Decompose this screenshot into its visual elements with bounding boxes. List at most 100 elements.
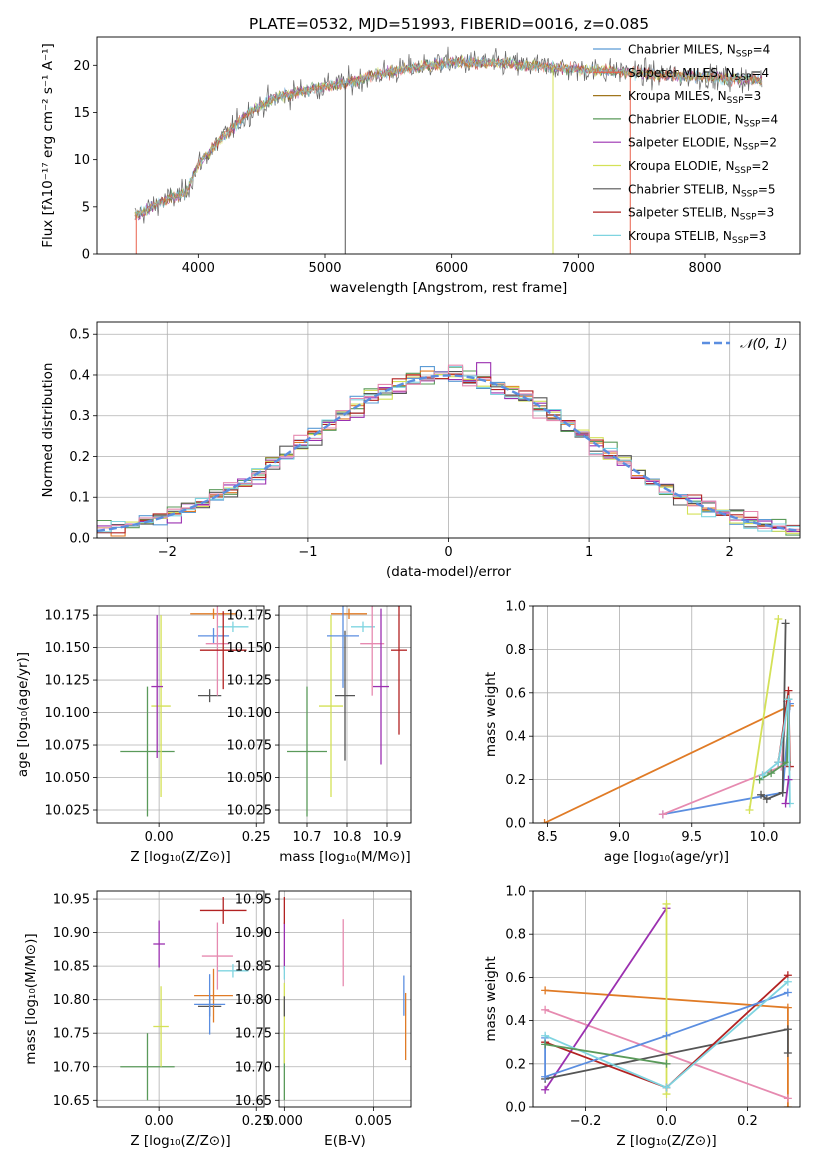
weight-series-line	[544, 907, 668, 1091]
x-axis-label: mass [log₁₀(M/M⊙)]	[279, 849, 410, 865]
weight-marker	[784, 695, 793, 704]
x-tick-label: 5000	[308, 261, 341, 276]
legend-label-tail: =3	[749, 229, 767, 243]
errorbar-point	[360, 606, 385, 696]
x-tick-label: 0	[444, 545, 452, 560]
y-tick-label: 10	[73, 153, 90, 168]
weight-series-line	[544, 1043, 667, 1065]
errorbar-point	[201, 922, 233, 990]
errorbar-point	[351, 621, 375, 632]
errorbar-point	[153, 920, 165, 968]
y-tick-label: 10.95	[53, 893, 90, 908]
axes-weight-vs-age: 8.5 9.0 9.5 10.0 0.0 0.2 0.4 0.6 0.8 1.0 age [log₁…	[483, 600, 801, 865]
legend-label-sub: SSP	[744, 119, 761, 129]
legend-label: Salpeter STELIB, NSSP=3	[628, 206, 774, 223]
y-tick-label: 10.100	[45, 706, 91, 721]
y-tick-label: 0.0	[505, 1101, 526, 1116]
weight-series-line	[544, 991, 789, 1079]
y-axis-label: age [log₁₀(age/yr)]	[15, 652, 31, 777]
x-axis-label: (data-model)/error	[386, 564, 512, 580]
legend-label-tail: =4	[751, 66, 769, 80]
weight-marker	[662, 1083, 671, 1092]
y-tick-label: 1.0	[505, 600, 526, 615]
x-tick-label: 10.8	[333, 830, 362, 845]
y-tick-label: 0.0	[505, 817, 526, 832]
x-tick-label: 0.2	[737, 1114, 758, 1129]
y-axis-label: mass weight	[483, 956, 499, 1041]
y-tick-label: 10.150	[227, 641, 273, 656]
errorbar-point	[190, 608, 237, 619]
weight-marker	[784, 775, 793, 784]
y-axis-label: mass [log₁₀(M/M⊙)]	[23, 933, 39, 1064]
y-tick-label: 10.80	[235, 993, 272, 1008]
legend-label-base: Chabrier MILES, N	[628, 43, 736, 57]
y-tick-label: 0.2	[505, 773, 526, 788]
errorbar-point	[335, 630, 355, 761]
x-tick-label: 6000	[435, 261, 468, 276]
legend-label-base: Kroupa MILES, N	[628, 89, 727, 103]
y-tick-label: 0.2	[505, 1057, 526, 1072]
y-tick-label: 0.0	[69, 532, 90, 547]
x-tick-label: 7000	[562, 261, 595, 276]
axes-age-vs-z: 0.00 0.25 10.025 10.050 10.075 10.100 10.125 10…	[15, 605, 271, 865]
x-tick-label: 9.5	[681, 830, 702, 845]
legend-label: Salpeter ELODIE, NSSP=2	[628, 136, 777, 153]
legend-label-sub: SSP	[741, 189, 758, 199]
y-tick-label: 10.125	[45, 674, 91, 689]
weight-marker	[767, 769, 776, 778]
x-tick-label: 1	[585, 545, 593, 560]
x-tick-label: 0.00	[145, 830, 174, 845]
x-tick-label: 0.25	[242, 1114, 271, 1129]
weight-series-line	[544, 704, 791, 823]
y-axis-label: mass weight	[483, 672, 499, 757]
axes-frame	[532, 605, 801, 824]
weight-marker	[783, 1003, 792, 1012]
y-tick-label: 0.6	[505, 686, 526, 701]
weight-marker	[541, 1085, 550, 1094]
legend-label-sub: SSP	[735, 73, 752, 83]
plot-area	[541, 899, 792, 1107]
weight-marker	[662, 1059, 671, 1068]
plot-area	[287, 606, 407, 817]
axes-mass-vs-ebv: 0.000 0.005 10.65 10.70 10.75 10.80 10.85 10.90…	[235, 890, 412, 1149]
weight-marker	[662, 1031, 671, 1040]
errorbar-point	[120, 686, 175, 817]
x-tick-label: 0.0	[656, 1114, 677, 1129]
y-tick-label: 10.85	[235, 960, 272, 975]
weight-marker	[541, 1072, 550, 1081]
weight-marker	[541, 1031, 550, 1040]
legend-label-sub: SSP	[736, 50, 753, 60]
plot-area	[134, 46, 763, 254]
x-axis-label: wavelength [Angstrom, rest frame]	[330, 280, 568, 296]
legend-label: Salpeter MILES, NSSP=4	[628, 66, 769, 83]
weight-marker	[757, 790, 766, 799]
weight-series-line	[748, 618, 780, 811]
weight-marker	[783, 1094, 792, 1103]
weight-marker	[658, 810, 667, 819]
weight-marker	[540, 819, 549, 823]
axes-age-vs-mass: 10.7 10.8 10.9 10.025 10.050 10.075 10.100 10.1…	[227, 605, 412, 865]
legend-label-base: Kroupa STELIB, N	[628, 229, 732, 243]
x-tick-label: −1	[298, 545, 317, 560]
weight-marker	[774, 615, 783, 624]
axes-frame	[96, 890, 265, 1108]
legend-label-sub: SSP	[732, 236, 749, 246]
weight-marker	[662, 899, 671, 908]
errorbar-point	[373, 608, 389, 765]
y-tick-label: 20	[73, 59, 90, 74]
legend-label-base: Kroupa ELODIE, N	[628, 159, 735, 173]
x-axis-label: age [log₁₀(age/yr)]	[604, 849, 729, 865]
x-tick-label: 8.5	[537, 830, 558, 845]
spectrum-series-line	[134, 46, 763, 224]
errorbar-point	[194, 968, 233, 1023]
errorbar-point	[151, 615, 171, 798]
weight-series-line	[760, 623, 787, 801]
axes-residuals: −2 −1 0 1 2 0.0 0.1 0.2 0.3 0.4 0.5 (data-model)/er…	[40, 321, 801, 580]
weight-series-line	[761, 699, 791, 804]
y-tick-label: 10.075	[227, 739, 273, 754]
legend-label-sub: SSP	[735, 166, 752, 176]
legend-label-tail: =2	[751, 159, 769, 173]
errorbar-point	[287, 686, 327, 817]
